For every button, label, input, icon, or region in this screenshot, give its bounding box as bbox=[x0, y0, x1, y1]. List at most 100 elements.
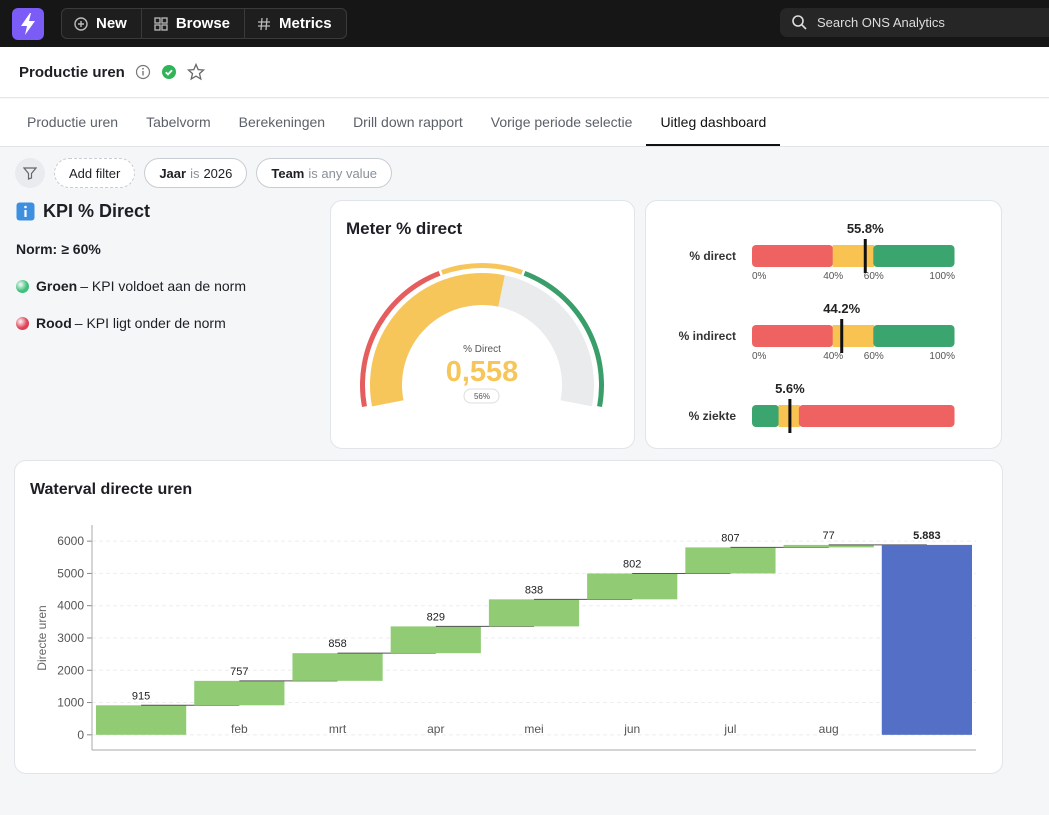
nav-button[interactable]: Browse bbox=[142, 9, 246, 38]
nav-button-label: Metrics bbox=[279, 15, 332, 32]
tab-label: Vorige periode selectie bbox=[490, 113, 633, 130]
logo[interactable] bbox=[12, 8, 44, 40]
tab[interactable]: Vorige periode selectie bbox=[477, 99, 647, 146]
x-tick-label: apr bbox=[427, 722, 444, 736]
tab-label: Uitleg dashboard bbox=[660, 113, 767, 130]
bullet-tick-label: 0% bbox=[752, 271, 767, 282]
bullet-value-label: 44.2% bbox=[823, 301, 860, 316]
bar bbox=[390, 626, 481, 654]
tab-bar: Productie uren Tabelvorm Berekeningen Drill… bbox=[0, 99, 1049, 147]
legend-label: Groen bbox=[36, 278, 78, 294]
search-placeholder: Search ONS Analytics bbox=[817, 15, 945, 30]
bullet-tick-label: 40% bbox=[823, 351, 843, 362]
add-filter[interactable]: Add filter bbox=[54, 158, 136, 188]
norm-value: ≥ 60% bbox=[61, 241, 101, 257]
bar bbox=[292, 653, 383, 681]
value-label: 807 bbox=[721, 532, 739, 544]
y-tick-label: 1000 bbox=[57, 696, 84, 710]
bar bbox=[587, 573, 678, 600]
gauge-band bbox=[360, 270, 441, 408]
info-emoji bbox=[16, 202, 35, 220]
x-tick-label: jul bbox=[723, 722, 736, 736]
filter-pill[interactable]: Team is any value bbox=[256, 158, 393, 188]
y-tick-label: 4000 bbox=[57, 599, 84, 613]
search-box[interactable]: Search ONS Analytics bbox=[780, 8, 1049, 37]
bullet-band bbox=[832, 325, 875, 347]
value-label: 858 bbox=[328, 638, 346, 650]
x-tick-label: aug bbox=[819, 722, 839, 736]
chart-title: Waterval directe uren bbox=[30, 481, 192, 498]
filter-bar: Add filter Jaar is 2026 Team is any value bbox=[15, 158, 393, 188]
value-label: 802 bbox=[623, 558, 641, 570]
gauge-band bbox=[441, 262, 523, 275]
x-tick-label: feb bbox=[231, 722, 248, 736]
bullet-name: % ziekte bbox=[689, 409, 737, 423]
logo-icon bbox=[21, 13, 35, 35]
bullet-name: % direct bbox=[689, 249, 736, 263]
value-label: 5.883 bbox=[913, 530, 941, 542]
tab-label: Productie uren bbox=[27, 113, 119, 130]
value-label: 757 bbox=[230, 666, 248, 678]
nav-button-label: Browse bbox=[175, 15, 231, 32]
nav-button-label: New bbox=[96, 15, 127, 32]
bullet-band bbox=[873, 325, 955, 347]
bullet-value-label: 55.8% bbox=[847, 221, 884, 236]
bullet-group: % direct 0% 40% 60% 100% 55.8% % indirect 0% 40%… bbox=[679, 221, 955, 433]
gauge-label: % Direct bbox=[463, 344, 501, 355]
x-tick-label: jun bbox=[623, 722, 640, 736]
legend-dot bbox=[16, 279, 29, 293]
star-icon[interactable] bbox=[186, 63, 205, 81]
bar bbox=[783, 544, 874, 548]
gauge-badge bbox=[463, 388, 500, 404]
gauge-badge-label: 56% bbox=[474, 392, 490, 401]
bar bbox=[881, 544, 972, 735]
tab[interactable]: Drill down rapport bbox=[339, 99, 477, 146]
legend-text: – KPI voldoet aan de norm bbox=[80, 278, 247, 294]
legend-dot bbox=[16, 316, 29, 330]
nav-button[interactable]: New bbox=[62, 9, 142, 38]
nav-button[interactable]: Metrics bbox=[245, 9, 346, 38]
bullet-band bbox=[752, 245, 834, 267]
kpi-info: KPI % Direct Norm: ≥ 60% Groen – KPI voldo… bbox=[16, 200, 246, 333]
filter-pill[interactable]: Jaar is 2026 bbox=[144, 158, 248, 188]
value-label: 829 bbox=[427, 611, 445, 623]
bullet-band bbox=[832, 245, 875, 267]
bullet-tick-label: 60% bbox=[864, 351, 884, 362]
value-label: 915 bbox=[132, 690, 150, 702]
kpi-title: KPI % Direct bbox=[43, 200, 151, 221]
tab-label: Berekeningen bbox=[238, 113, 326, 130]
legend-label: Rood bbox=[36, 315, 72, 331]
filter-icon[interactable] bbox=[15, 158, 45, 188]
tab[interactable]: Uitleg dashboard bbox=[646, 99, 781, 146]
info-icon[interactable] bbox=[135, 64, 151, 80]
tab[interactable]: Productie uren bbox=[13, 99, 132, 146]
gauge-fill bbox=[370, 272, 505, 407]
bullet-tick-label: 100% bbox=[929, 351, 955, 362]
legend-row: Groen – KPI voldoet aan de norm bbox=[16, 276, 246, 296]
value-label: 838 bbox=[525, 584, 543, 596]
bullet-band bbox=[752, 405, 780, 427]
bar bbox=[96, 705, 187, 735]
norm-label: Norm: bbox=[16, 241, 58, 257]
tab-label: Drill down rapport bbox=[353, 113, 463, 130]
gauge-value: 0,558 bbox=[446, 356, 519, 388]
page-title: Productie uren bbox=[19, 63, 125, 81]
bullet-tick-label: 100% bbox=[929, 271, 955, 282]
x-tick-label: mrt bbox=[329, 722, 347, 736]
bar bbox=[685, 547, 776, 574]
chart-title: Meter % direct bbox=[346, 219, 463, 238]
page-header: Productie uren bbox=[0, 47, 1049, 98]
legend-text: – KPI ligt onder de norm bbox=[74, 315, 226, 331]
tab[interactable]: Berekeningen bbox=[225, 99, 339, 146]
gauge-band bbox=[523, 270, 604, 408]
nav-buttons: New Browse Metrics bbox=[61, 8, 347, 39]
value-label: 77 bbox=[823, 530, 835, 542]
filter-field: Jaar bbox=[159, 165, 187, 181]
x-tick-label: mei bbox=[524, 722, 543, 736]
tab[interactable]: Tabelvorm bbox=[132, 99, 225, 146]
bullet-tick-label: 60% bbox=[864, 271, 884, 282]
y-tick-label: 5000 bbox=[57, 566, 84, 580]
y-tick-label: 3000 bbox=[57, 631, 84, 645]
bullet-value-label: 5.6% bbox=[775, 381, 805, 396]
